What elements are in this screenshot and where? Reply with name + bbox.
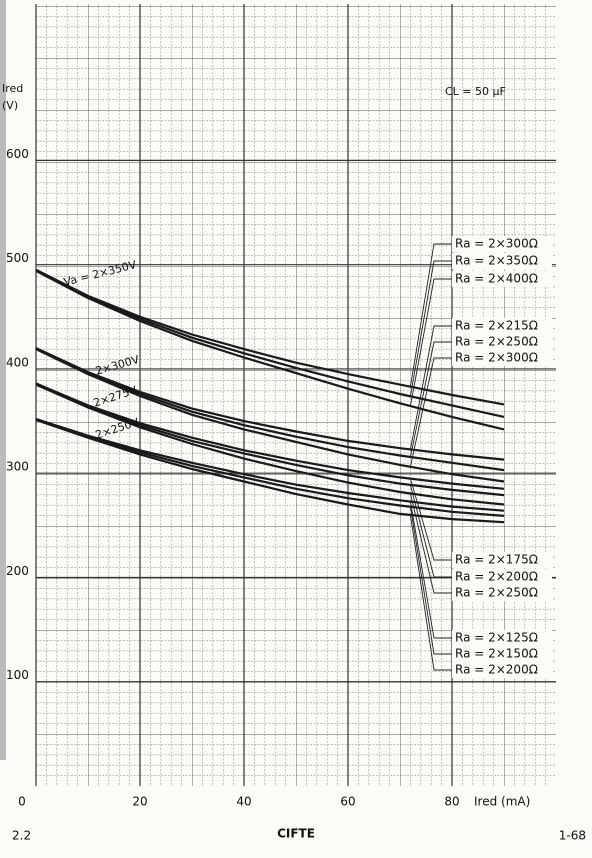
- series-line: [35, 418, 505, 524]
- series-line: [35, 348, 505, 483]
- legend-entry: Ra = 2×150Ω: [455, 647, 538, 661]
- legend-entry: Ra = 2×250Ω: [455, 586, 538, 600]
- legend-bg: [452, 630, 552, 646]
- legend-entry: Ra = 2×215Ω: [455, 319, 538, 333]
- legend-bg: [452, 552, 552, 568]
- leader-line: [409, 493, 452, 594]
- y-tick-label: 600: [6, 147, 29, 161]
- legend-entry: Ra = 2×350Ω: [455, 254, 538, 268]
- annotation: CL = 50 μF: [445, 85, 506, 98]
- series-line: [35, 382, 505, 497]
- series-line: [35, 382, 505, 490]
- x-tick-label: 20: [132, 795, 147, 809]
- scan-edge: [0, 0, 6, 760]
- legend-entry: Ra = 2×300Ω: [455, 351, 538, 365]
- y-axis-label: Ired (V): [2, 82, 24, 112]
- leader-line: [409, 501, 452, 639]
- legend-bg: [452, 253, 552, 269]
- legend-entry: Ra = 2×250Ω: [455, 335, 538, 349]
- y-tick-label: 500: [6, 251, 29, 265]
- legend-entry: Ra = 2×175Ω: [455, 553, 538, 567]
- legend-bg: [452, 271, 552, 287]
- legend-bg: [452, 662, 552, 678]
- leader-line: [409, 506, 452, 655]
- leader-line: [409, 357, 452, 467]
- x-tick-label: 40: [236, 795, 251, 809]
- series-line: [35, 268, 505, 406]
- legend-bg: [452, 646, 552, 662]
- leader-line: [409, 325, 452, 450]
- legend-bg: [452, 569, 552, 585]
- legend-entry: Ra = 2×400Ω: [455, 272, 538, 286]
- legend-bg: [452, 585, 552, 601]
- series-line: [35, 417, 505, 512]
- series-line: [35, 383, 505, 506]
- footer-left: 2.2: [12, 829, 31, 843]
- footer-center: CIFTE: [277, 827, 315, 841]
- x-tick-label: 0: [18, 795, 26, 809]
- y-tick-label: 400: [6, 355, 29, 369]
- legend-entry: Ra = 2×200Ω: [455, 663, 538, 677]
- series-line: [35, 269, 505, 431]
- y-tick-label: 100: [6, 668, 29, 682]
- series-line: [35, 417, 505, 517]
- leader-line: [409, 514, 452, 671]
- x-axis-label: Ired (mA): [474, 795, 530, 809]
- x-tick-label: 80: [444, 795, 459, 809]
- legend-bg: [452, 236, 552, 252]
- legend-entry: Ra = 2×200Ω: [455, 570, 538, 584]
- leader-line: [409, 478, 452, 561]
- x-tick-label: 60: [340, 795, 355, 809]
- legend-bg: [452, 350, 552, 366]
- leader-line: [409, 243, 452, 387]
- leader-line: [409, 260, 452, 397]
- series-line: [35, 268, 505, 418]
- y-tick-label: 300: [6, 460, 29, 474]
- leader-line: [409, 341, 452, 458]
- series-line: [35, 347, 505, 472]
- y-tick-label: 200: [6, 564, 29, 578]
- legend-entry: Ra = 2×125Ω: [455, 631, 538, 645]
- legend-bg: [452, 334, 552, 350]
- legend-bg: [452, 318, 552, 334]
- leader-line: [409, 278, 452, 407]
- legend-entry: Ra = 2×300Ω: [455, 237, 538, 251]
- series-line: [35, 347, 505, 461]
- footer-right: 1-68: [559, 829, 586, 843]
